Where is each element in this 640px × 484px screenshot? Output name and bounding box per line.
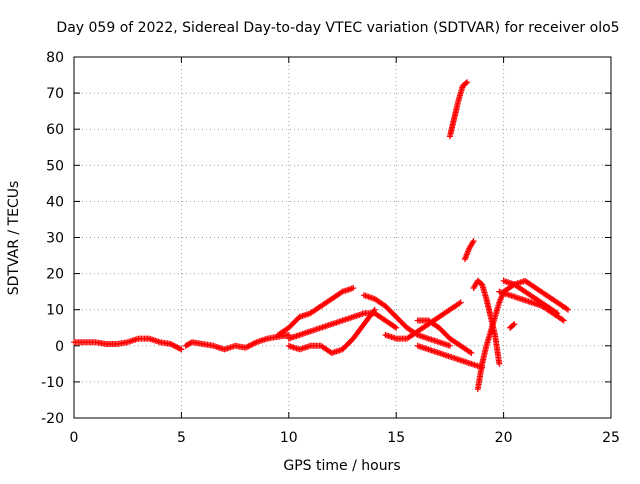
data-point — [456, 300, 463, 307]
data-point — [464, 79, 471, 86]
x-tick-label: 20 — [495, 430, 513, 446]
data-point — [175, 345, 182, 352]
data-point — [391, 323, 398, 330]
x-tick-label: 10 — [280, 430, 298, 446]
x-axis-label: GPS time / hours — [283, 458, 400, 474]
data-point — [248, 341, 255, 348]
data-point — [370, 308, 377, 315]
y-axis-label: SDTVAR / TECUs — [6, 181, 22, 296]
x-tick-label: 0 — [70, 430, 79, 446]
data-point — [350, 285, 357, 292]
data-point — [467, 349, 474, 356]
data-points — [71, 79, 572, 393]
y-tick-label: 60 — [46, 122, 64, 138]
data-point — [245, 343, 252, 350]
y-tick-label: 50 — [46, 158, 64, 174]
data-point — [242, 344, 249, 351]
data-point — [468, 350, 475, 357]
grid — [74, 57, 611, 418]
y-tick-label: 0 — [55, 339, 64, 355]
y-tick-label: 70 — [46, 86, 64, 102]
data-point — [463, 80, 470, 87]
data-point — [174, 344, 181, 351]
x-tick-label: 15 — [387, 430, 405, 446]
data-point — [393, 324, 400, 331]
data-point — [563, 305, 570, 312]
axis-ticks: 0 5 10 15 20 25 -20 -10 0 10 20 30 40 50 60 70 80 — [41, 50, 620, 446]
data-point — [510, 322, 517, 329]
data-point — [178, 346, 185, 353]
data-point — [170, 342, 177, 349]
data-point — [554, 310, 561, 317]
data-point — [446, 342, 453, 349]
y-tick-label: 20 — [46, 267, 64, 283]
data-point — [244, 343, 251, 350]
data-point — [511, 321, 518, 328]
data-point — [565, 306, 572, 313]
x-tick-label: 25 — [602, 430, 620, 446]
data-point — [371, 306, 378, 313]
chart-title: Day 059 of 2022, Sidereal Day-to-day VTE… — [56, 20, 619, 36]
data-point — [246, 342, 253, 349]
y-tick-label: 10 — [46, 303, 64, 319]
y-tick-label: 80 — [46, 50, 64, 66]
data-point — [177, 345, 184, 352]
data-point — [560, 317, 567, 324]
data-point — [250, 340, 257, 347]
data-point — [252, 339, 259, 346]
data-point — [249, 341, 256, 348]
y-tick-label: 30 — [46, 231, 64, 247]
y-tick-label: -20 — [41, 411, 64, 427]
y-tick-label: 40 — [46, 194, 64, 210]
data-point — [552, 309, 559, 316]
data-point — [167, 340, 174, 347]
data-point — [470, 238, 477, 245]
data-point — [457, 299, 464, 306]
data-point — [559, 316, 566, 323]
data-point — [169, 341, 176, 348]
x-tick-label: 5 — [177, 430, 186, 446]
data-point — [171, 343, 178, 350]
y-tick-label: -10 — [41, 375, 64, 391]
data-point — [496, 360, 503, 367]
data-point — [173, 343, 180, 350]
